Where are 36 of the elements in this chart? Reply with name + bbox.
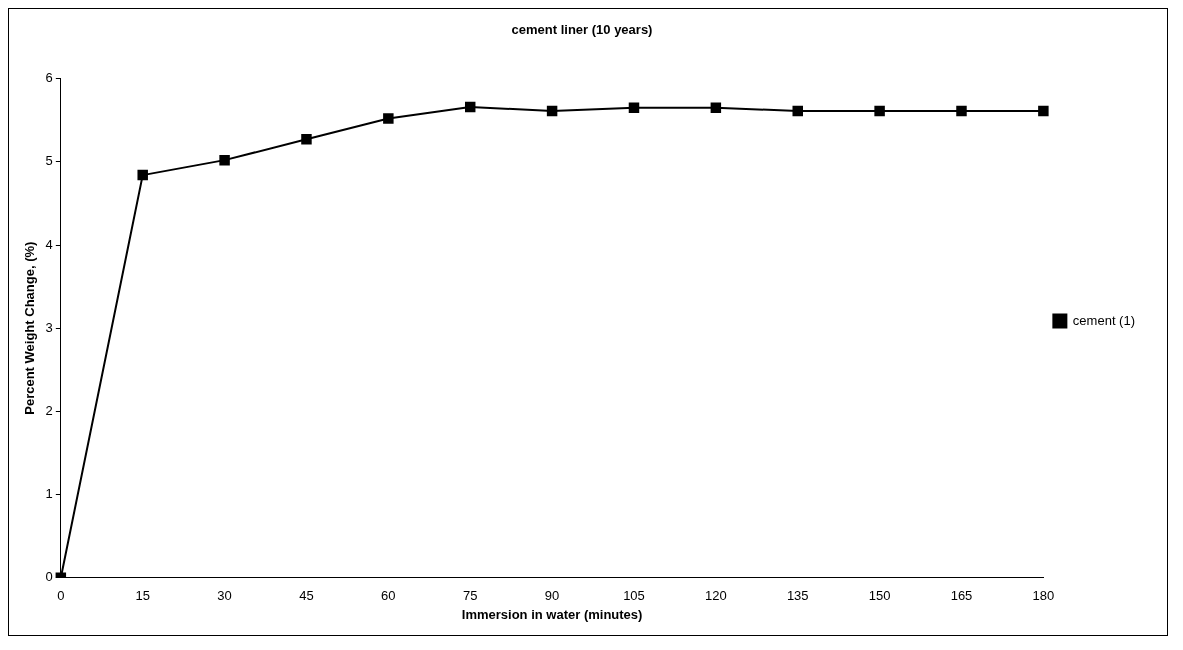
chart-title: cement liner (10 years) [511,22,653,38]
legend-label: cement (1) [1072,312,1136,328]
y-tick-label: 1 [45,486,53,502]
x-tick-label: 30 [217,588,232,604]
x-tick-label: 15 [135,588,150,604]
y-tick-label: 0 [45,569,53,585]
y-axis-title: Percent Weight Change, (%) [22,241,38,415]
point [464,101,476,113]
x-tick-label: 60 [381,588,396,604]
point [710,102,722,113]
point [628,102,640,113]
y-tick-label: 2 [45,402,53,418]
y-tick-label: 3 [45,319,53,335]
y-tick-label: 4 [45,236,53,252]
point [301,134,312,145]
point [1038,105,1049,117]
x-tick-label: 165 [950,588,973,604]
x-tick-label: 105 [623,588,645,604]
x-axis-title: Immersion in water (minutes) [461,606,643,622]
y-tick-label: 6 [45,70,53,86]
x-tick-label: 75 [462,588,478,604]
x-tick-label: 45 [299,588,314,604]
point [792,105,803,117]
point [383,113,394,124]
x-tick-label: 0 [57,588,65,604]
point [219,154,230,166]
x-tick-label: 135 [786,588,809,604]
x-tick-label: 180 [1032,588,1055,604]
x-tick-label: 120 [705,588,727,604]
point [956,105,967,117]
point [137,169,148,181]
x-tick-label: 150 [868,588,891,604]
point [874,105,885,117]
x-tick-label: 90 [544,588,560,604]
y-tick-label: 5 [45,153,53,169]
point [546,105,558,117]
